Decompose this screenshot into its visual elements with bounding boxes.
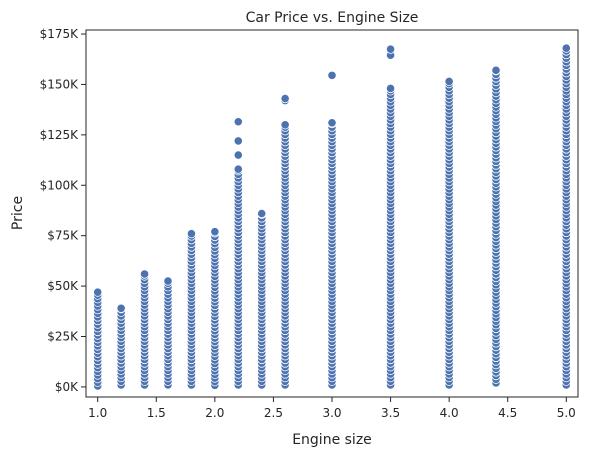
data-point xyxy=(139,269,150,279)
data-point xyxy=(385,83,396,94)
x-tick-label: 2.0 xyxy=(205,406,224,420)
data-point xyxy=(93,287,103,297)
data-point xyxy=(385,44,396,54)
data-point xyxy=(116,303,126,313)
y-axis-label: Price xyxy=(10,196,26,230)
y-tick-label: $150K xyxy=(40,77,80,91)
y-tick-label: $0K xyxy=(55,380,79,394)
data-point xyxy=(163,276,173,286)
x-tick-label: 1.0 xyxy=(88,406,107,420)
data-point xyxy=(210,227,220,237)
data-point xyxy=(444,76,454,87)
x-axis-label: Engine size xyxy=(292,432,372,448)
x-tick-label: 3.5 xyxy=(381,406,400,420)
y-tick-label: $125K xyxy=(40,128,80,142)
data-point xyxy=(280,93,290,104)
data-point xyxy=(233,150,243,160)
x-tick-label: 4.0 xyxy=(440,406,459,420)
y-tick-label: $50K xyxy=(47,279,79,293)
y-axis: $0K $25K $50K $75K $100K $125K $150K $175K xyxy=(40,27,86,394)
chart-title: Car Price vs. Engine Size xyxy=(246,10,419,26)
x-tick-label: 4.5 xyxy=(498,406,517,420)
data-point xyxy=(233,136,243,146)
x-tick-label: 1.5 xyxy=(147,406,166,420)
y-tick-label: $25K xyxy=(47,330,79,344)
x-tick-label: 2.5 xyxy=(264,406,283,420)
data-point xyxy=(280,120,290,130)
x-tick-label: 5.0 xyxy=(557,406,576,420)
data-point xyxy=(186,229,197,239)
y-tick-label: $175K xyxy=(40,27,80,41)
y-tick-label: $100K xyxy=(40,178,80,192)
data-point xyxy=(561,43,571,53)
data-point xyxy=(491,65,501,75)
data-point xyxy=(233,164,243,174)
data-point xyxy=(327,70,337,80)
data-points xyxy=(93,43,571,391)
data-point xyxy=(257,208,267,219)
data-point xyxy=(233,117,243,127)
data-point xyxy=(327,118,337,128)
x-axis: 1.0 1.5 2.0 2.5 3.0 3.5 4.0 4.5 5.0 xyxy=(88,397,576,420)
x-tick-label: 3.0 xyxy=(322,406,341,420)
y-tick-label: $75K xyxy=(47,229,79,243)
